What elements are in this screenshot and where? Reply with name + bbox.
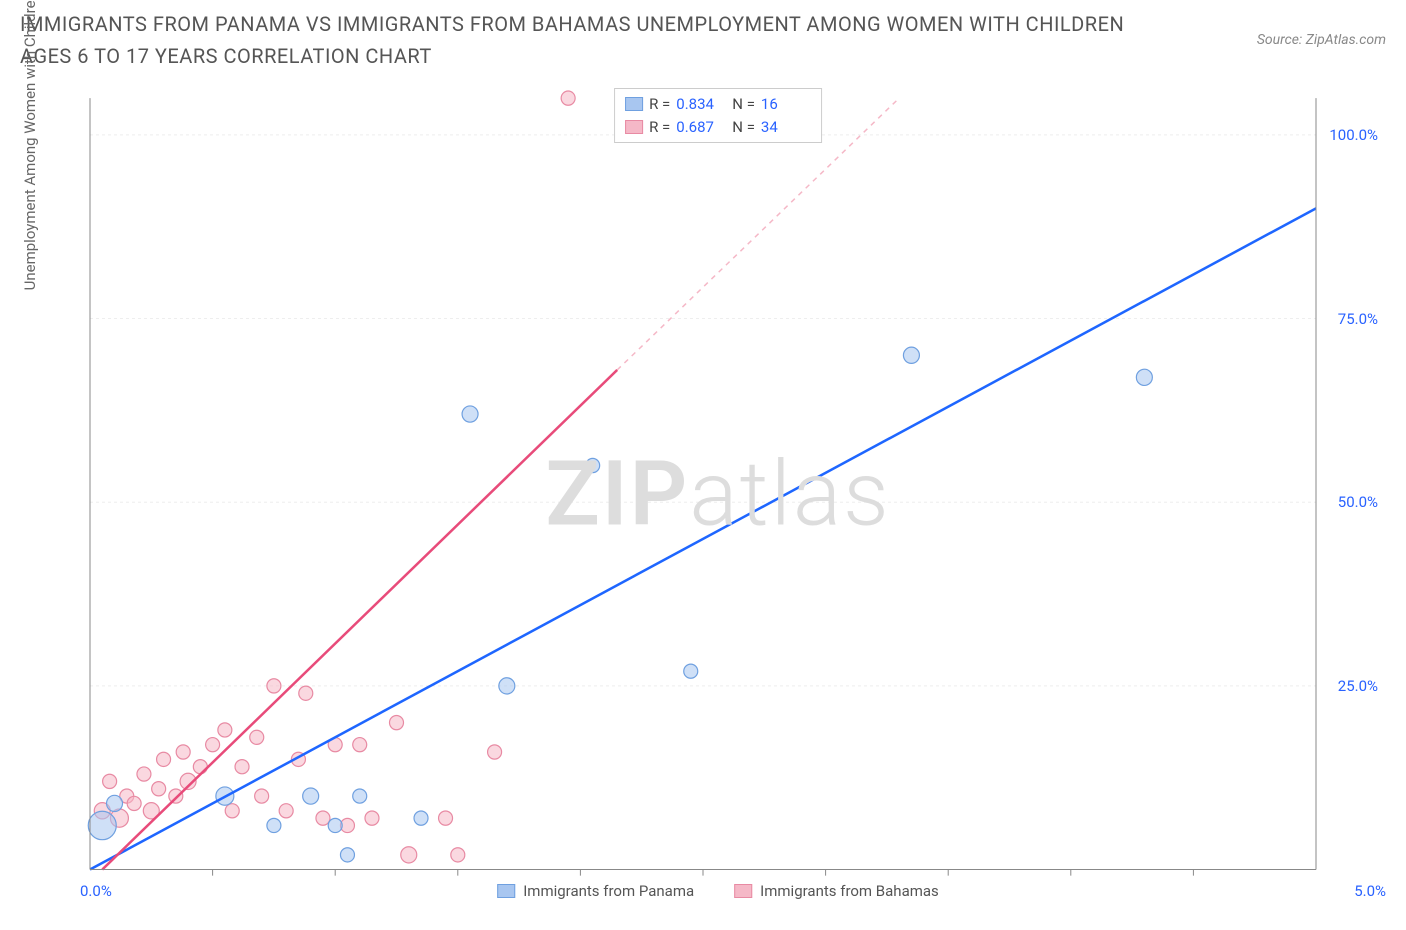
y-tick-label: 100.0%	[1329, 126, 1378, 144]
n-label: N =	[732, 116, 755, 139]
chart-title: IMMIGRANTS FROM PANAMA VS IMMIGRANTS FRO…	[20, 8, 1140, 72]
swatch-panama	[497, 884, 515, 898]
n-value-bahamas: 34	[761, 116, 811, 139]
r-value-bahamas: 0.687	[676, 116, 726, 139]
r-label: R =	[649, 116, 670, 139]
chart-container: Unemployment Among Women with Children A…	[50, 88, 1386, 900]
legend-label-bahamas: Immigrants from Bahamas	[760, 882, 939, 900]
y-tick-label: 50.0%	[1338, 493, 1378, 511]
r-label: R =	[649, 93, 670, 116]
legend-item-bahamas: Immigrants from Bahamas	[734, 882, 939, 900]
x-axis-min: 0.0%	[80, 882, 112, 900]
swatch-bahamas	[734, 884, 752, 898]
legend-label-panama: Immigrants from Panama	[523, 882, 694, 900]
chart-header: IMMIGRANTS FROM PANAMA VS IMMIGRANTS FRO…	[0, 0, 1406, 72]
r-value-panama: 0.834	[676, 93, 726, 116]
swatch-bahamas	[625, 120, 643, 134]
scatter-plot	[80, 88, 1386, 900]
stats-legend: R = 0.834 N = 16 R = 0.687 N = 34	[614, 88, 822, 143]
n-label: N =	[732, 93, 755, 116]
source-attribution: Source: ZipAtlas.com	[1257, 8, 1386, 48]
stats-row-panama: R = 0.834 N = 16	[625, 93, 811, 116]
y-tick-label: 75.0%	[1338, 310, 1378, 328]
n-value-panama: 16	[761, 93, 811, 116]
x-axis-max: 5.0%	[1354, 882, 1386, 900]
y-axis-label: Unemployment Among Women with Children A…	[21, 0, 39, 290]
y-tick-label: 25.0%	[1338, 677, 1378, 695]
series-legend: Immigrants from Panama Immigrants from B…	[497, 882, 939, 900]
swatch-panama	[625, 97, 643, 111]
legend-item-panama: Immigrants from Panama	[497, 882, 694, 900]
stats-row-bahamas: R = 0.687 N = 34	[625, 116, 811, 139]
